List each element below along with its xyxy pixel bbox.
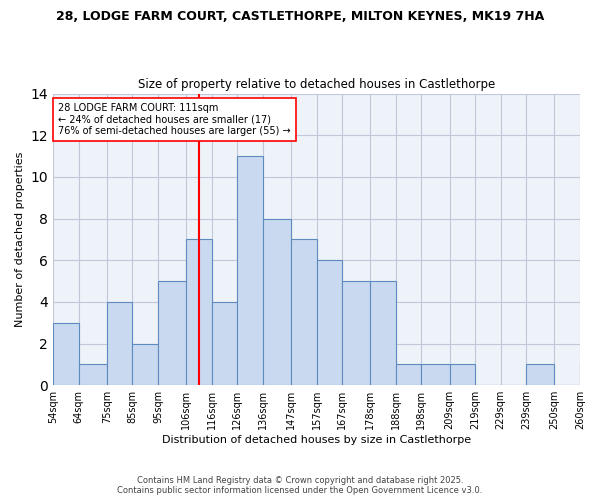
Bar bbox=[370, 281, 396, 385]
Bar bbox=[263, 218, 291, 385]
Text: Contains HM Land Registry data © Crown copyright and database right 2025.
Contai: Contains HM Land Registry data © Crown c… bbox=[118, 476, 482, 495]
Text: 28, LODGE FARM COURT, CASTLETHORPE, MILTON KEYNES, MK19 7HA: 28, LODGE FARM COURT, CASTLETHORPE, MILT… bbox=[56, 10, 544, 23]
Bar bbox=[133, 344, 158, 385]
Bar bbox=[237, 156, 263, 385]
Y-axis label: Number of detached properties: Number of detached properties bbox=[15, 152, 25, 327]
Bar bbox=[342, 281, 370, 385]
Bar bbox=[107, 302, 133, 385]
Text: 28 LODGE FARM COURT: 111sqm
← 24% of detached houses are smaller (17)
76% of sem: 28 LODGE FARM COURT: 111sqm ← 24% of det… bbox=[58, 103, 291, 136]
X-axis label: Distribution of detached houses by size in Castlethorpe: Distribution of detached houses by size … bbox=[162, 435, 471, 445]
Bar bbox=[526, 364, 554, 385]
Bar bbox=[317, 260, 342, 385]
Bar bbox=[580, 364, 600, 385]
Bar bbox=[79, 364, 107, 385]
Bar bbox=[212, 302, 237, 385]
Bar bbox=[291, 240, 317, 385]
Bar bbox=[53, 322, 79, 385]
Bar bbox=[449, 364, 475, 385]
Bar bbox=[186, 240, 212, 385]
Bar bbox=[158, 281, 186, 385]
Bar bbox=[421, 364, 449, 385]
Title: Size of property relative to detached houses in Castlethorpe: Size of property relative to detached ho… bbox=[138, 78, 495, 91]
Bar bbox=[396, 364, 421, 385]
